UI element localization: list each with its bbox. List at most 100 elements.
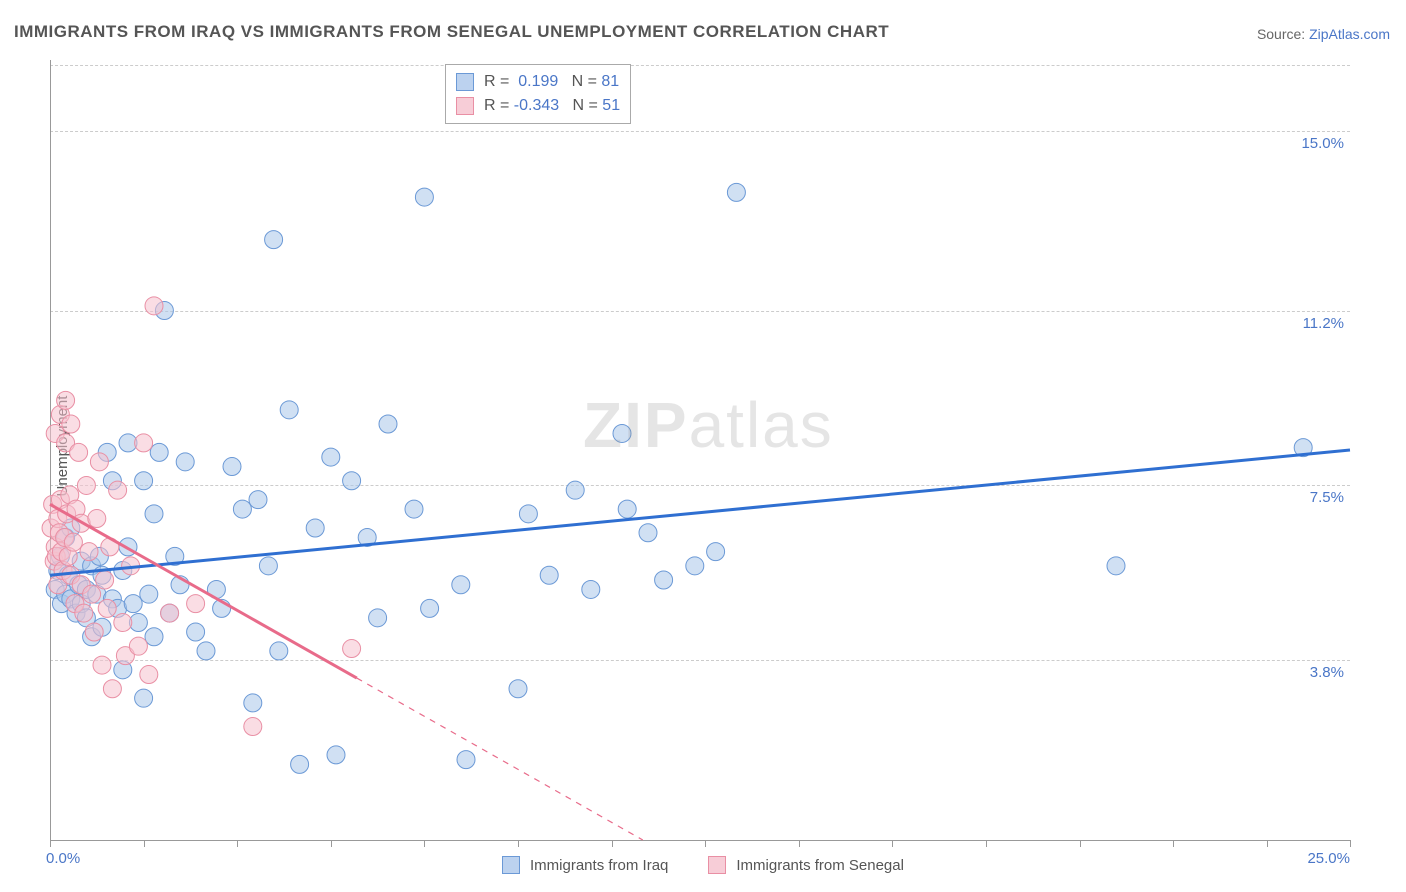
data-point: [249, 491, 267, 509]
data-point: [727, 183, 745, 201]
data-point: [639, 524, 657, 542]
data-point: [80, 543, 98, 561]
chart-title: IMMIGRANTS FROM IRAQ VS IMMIGRANTS FROM …: [14, 22, 889, 42]
data-point: [223, 458, 241, 476]
legend-item: Immigrants from Iraq: [502, 856, 668, 874]
data-point: [135, 434, 153, 452]
data-point: [686, 557, 704, 575]
data-point: [98, 599, 116, 617]
data-point: [161, 604, 179, 622]
data-point: [566, 481, 584, 499]
data-point: [109, 481, 127, 499]
data-point: [187, 623, 205, 641]
data-point: [145, 297, 163, 315]
data-point: [176, 453, 194, 471]
stats-text: R = 0.199 N = 81: [484, 70, 619, 94]
data-point: [57, 391, 75, 409]
data-point: [135, 472, 153, 490]
legend-item: Immigrants from Senegal: [708, 856, 904, 874]
data-point: [103, 680, 121, 698]
x-tick: [705, 840, 706, 847]
x-tick: [144, 840, 145, 847]
data-point: [291, 755, 309, 773]
scatter-chart: 3.8%7.5%11.2%15.0%0.0%25.0%: [50, 60, 1350, 840]
data-point: [1107, 557, 1125, 575]
data-point: [140, 585, 158, 603]
legend-label: Immigrants from Senegal: [736, 857, 904, 874]
data-point: [509, 680, 527, 698]
series-swatch: [456, 97, 474, 115]
x-tick: [1173, 840, 1174, 847]
data-point: [90, 453, 108, 471]
series-swatch: [708, 856, 726, 874]
data-point: [85, 623, 103, 641]
x-tick: [518, 840, 519, 847]
data-point: [259, 557, 277, 575]
data-point: [306, 519, 324, 537]
stats-text: R = -0.343 N = 51: [484, 94, 620, 118]
data-point: [150, 443, 168, 461]
stats-row: R = -0.343 N = 51: [456, 94, 620, 118]
data-point: [613, 424, 631, 442]
stats-row: R = 0.199 N = 81: [456, 70, 620, 94]
x-legend: Immigrants from Iraq Immigrants from Sene…: [0, 856, 1406, 874]
data-point: [64, 533, 82, 551]
trend-line-dashed: [357, 678, 643, 840]
data-point: [270, 642, 288, 660]
stats-box: R = 0.199 N = 81R = -0.343 N = 51: [445, 64, 631, 124]
data-point: [280, 401, 298, 419]
data-point: [62, 415, 80, 433]
data-point: [421, 599, 439, 617]
data-point: [655, 571, 673, 589]
data-point: [415, 188, 433, 206]
x-axis: [50, 840, 1350, 841]
data-point: [327, 746, 345, 764]
data-point: [83, 585, 101, 603]
x-tick: [331, 840, 332, 847]
data-point: [233, 500, 251, 518]
data-point: [187, 595, 205, 613]
data-point: [519, 505, 537, 523]
source-link[interactable]: ZipAtlas.com: [1309, 26, 1390, 42]
data-point: [244, 694, 262, 712]
chart-svg: [50, 60, 1350, 840]
x-tick: [50, 840, 51, 847]
data-point: [582, 580, 600, 598]
x-tick: [986, 840, 987, 847]
data-point: [145, 505, 163, 523]
data-point: [322, 448, 340, 466]
x-tick: [237, 840, 238, 847]
x-tick: [1267, 840, 1268, 847]
x-tick: [424, 840, 425, 847]
x-tick: [612, 840, 613, 847]
data-point: [244, 718, 262, 736]
x-tick: [1350, 840, 1351, 847]
data-point: [707, 543, 725, 561]
data-point: [93, 656, 111, 674]
data-point: [540, 566, 558, 584]
x-tick: [892, 840, 893, 847]
data-point: [114, 614, 132, 632]
data-point: [452, 576, 470, 594]
data-point: [265, 231, 283, 249]
data-point: [197, 642, 215, 660]
data-point: [379, 415, 397, 433]
series-swatch: [456, 73, 474, 91]
data-point: [129, 637, 147, 655]
data-point: [618, 500, 636, 518]
data-point: [124, 595, 142, 613]
legend-label: Immigrants from Iraq: [530, 857, 668, 874]
data-point: [77, 476, 95, 494]
data-point: [369, 609, 387, 627]
data-point: [145, 628, 163, 646]
source-prefix: Source:: [1257, 26, 1309, 42]
data-point: [457, 751, 475, 769]
data-point: [135, 689, 153, 707]
series-swatch: [502, 856, 520, 874]
data-point: [88, 510, 106, 528]
data-point: [405, 500, 423, 518]
data-point: [343, 472, 361, 490]
data-point: [96, 571, 114, 589]
source-label: Source: ZipAtlas.com: [1257, 26, 1390, 42]
x-tick: [799, 840, 800, 847]
